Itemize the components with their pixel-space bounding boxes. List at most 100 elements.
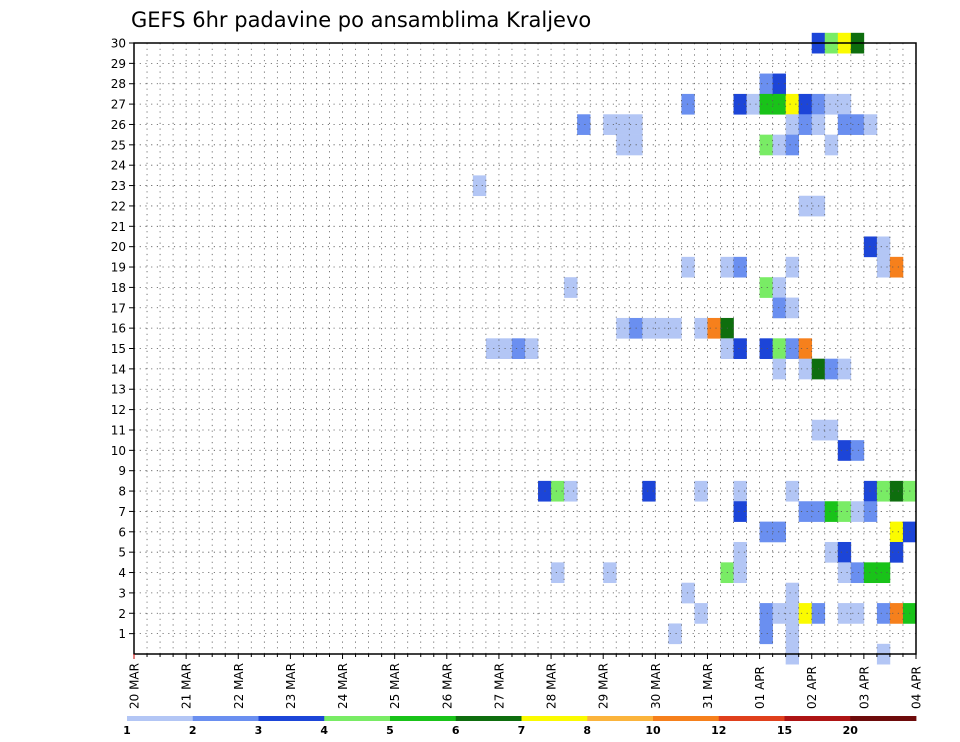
- x-tick-label: 21 MAR: [180, 663, 194, 709]
- heatmap-cell: [837, 501, 852, 522]
- heatmap-cell: [733, 562, 747, 584]
- heatmap-cell: [772, 93, 786, 115]
- heatmap-cell: [485, 338, 500, 359]
- y-tick-label: 11: [111, 423, 126, 437]
- heatmap-cell: [772, 603, 786, 624]
- heatmap-cell: [824, 541, 839, 563]
- heatmap-cell: [837, 93, 852, 115]
- heatmap-cell: [511, 338, 526, 359]
- x-tick-label: 31 MAR: [701, 663, 715, 709]
- x-tick-label: 23 MAR: [284, 663, 298, 709]
- heatmap-cell: [759, 277, 773, 298]
- heatmap-cell: [798, 338, 813, 359]
- heatmap-cell: [642, 480, 656, 502]
- colorbar-segment: [521, 716, 588, 721]
- y-axis-ticks: 1234567891011121314151617181920212223242…: [111, 37, 134, 641]
- heatmap-cell: [889, 603, 904, 624]
- heatmap-cell: [551, 480, 565, 502]
- heatmap-cell: [668, 623, 682, 645]
- heatmap-cell: [863, 114, 878, 135]
- heatmap-cell: [889, 480, 904, 502]
- heatmap-cell: [616, 114, 630, 135]
- y-tick-label: 2: [118, 607, 126, 621]
- colorbar-label: 4: [320, 724, 328, 737]
- heatmap-cell: [785, 114, 799, 135]
- colorbar-segment: [127, 716, 194, 721]
- heatmap-cell: [759, 73, 773, 95]
- x-tick-label: 26 MAR: [440, 663, 454, 709]
- x-axis-ticks: 20 MAR 21 MAR 22 MAR 23 MAR 24 MAR 25 MAR 26 M…: [128, 654, 924, 709]
- heatmap-cell: [707, 317, 721, 339]
- colorbar-label: 10: [645, 724, 661, 737]
- heatmap-cell: [837, 562, 852, 584]
- y-tick-label: 19: [111, 261, 126, 275]
- heatmap-cell: [668, 317, 682, 339]
- heatmap-cell: [616, 134, 630, 156]
- heatmap-cell: [785, 256, 799, 278]
- heatmap-cell: [772, 521, 786, 543]
- heatmap-cell: [577, 114, 591, 135]
- heatmap-cell: [850, 603, 865, 624]
- y-tick-label: 1: [118, 627, 126, 641]
- heatmap-cell: [733, 541, 747, 563]
- colorbar-segment: [653, 716, 720, 721]
- heatmap-cell: [759, 134, 773, 156]
- heatmap-cell: [850, 501, 865, 522]
- colorbar-segment: [258, 716, 325, 721]
- heatmap-cell: [733, 501, 747, 522]
- heatmap-cell: [694, 317, 708, 339]
- heatmap-cell: [798, 93, 813, 115]
- colorbar-label: 7: [518, 724, 526, 737]
- heatmap-cell: [850, 114, 865, 135]
- heatmap-cell: [785, 93, 799, 115]
- y-tick-label: 12: [111, 403, 126, 417]
- y-tick-label: 14: [111, 362, 126, 376]
- y-tick-label: 30: [111, 37, 126, 51]
- x-tick-label: 03 APR: [857, 666, 871, 709]
- heatmap-cell: [824, 501, 839, 522]
- heatmap-cell: [837, 114, 852, 135]
- heatmap-cell: [798, 501, 813, 522]
- heatmap-cell: [759, 338, 773, 359]
- heatmap-cell: [772, 134, 786, 156]
- y-tick-label: 28: [111, 77, 126, 91]
- heatmap-cell: [642, 317, 656, 339]
- heatmap-cell: [824, 358, 839, 380]
- heatmap-cell: [759, 603, 773, 624]
- y-tick-label: 24: [111, 159, 126, 173]
- heatmap-cell: [772, 338, 786, 359]
- heatmap-cell: [876, 603, 891, 624]
- x-tick-label: 29 MAR: [597, 663, 611, 709]
- colorbar-segment: [324, 716, 391, 721]
- heatmap-cell: [785, 582, 799, 604]
- heatmap-cell: [863, 236, 878, 258]
- y-tick-label: 23: [111, 179, 126, 193]
- y-tick-label: 13: [111, 383, 126, 397]
- heatmap-cell: [837, 440, 852, 461]
- colorbar-segment: [192, 716, 259, 721]
- colorbar-label: 2: [189, 724, 197, 737]
- y-tick-label: 7: [118, 505, 126, 519]
- heatmap-cell: [837, 603, 852, 624]
- colorbar-segment: [455, 716, 522, 721]
- heatmap-cell: [694, 480, 708, 502]
- heatmap-cell: [733, 480, 747, 502]
- heatmap-cell: [889, 256, 904, 278]
- colorbar-segment: [390, 716, 457, 721]
- heatmap-cell: [551, 562, 565, 584]
- heatmap-cell: [733, 256, 747, 278]
- colorbar-label: 3: [255, 724, 263, 737]
- heatmap-cell: [746, 93, 760, 115]
- heatmap-cell: [759, 93, 773, 115]
- heatmap-cell: [798, 603, 813, 624]
- heatmap-cell: [863, 562, 878, 584]
- colorbar-label: 6: [452, 724, 460, 737]
- colorbar-segment: [784, 716, 851, 721]
- x-tick-label: 22 MAR: [232, 663, 246, 709]
- heatmap-cell: [616, 317, 630, 339]
- y-tick-label: 8: [118, 485, 126, 499]
- heatmap-cell: [824, 93, 839, 115]
- colorbar-label: 15: [777, 724, 792, 737]
- heatmap-cell: [876, 236, 891, 258]
